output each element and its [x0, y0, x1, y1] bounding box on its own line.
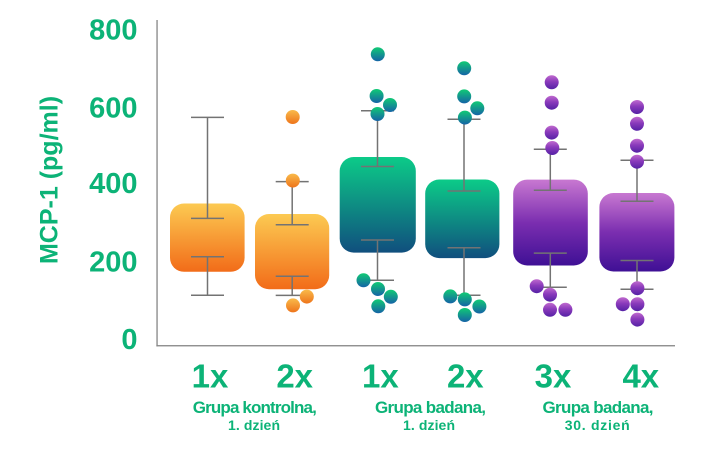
svg-text:30. dzień: 30. dzień [565, 417, 630, 433]
svg-text:Grupa kontrolna,: Grupa kontrolna, [193, 398, 317, 417]
svg-text:Grupa badana,: Grupa badana, [543, 398, 654, 417]
svg-text:0: 0 [121, 324, 137, 356]
svg-text:2x: 2x [276, 358, 313, 395]
svg-text:600: 600 [89, 93, 137, 125]
svg-text:MCP-1 (pg/ml): MCP-1 (pg/ml) [36, 96, 64, 264]
svg-text:1x: 1x [362, 358, 399, 395]
svg-text:800: 800 [89, 15, 137, 47]
svg-text:1. dzień: 1. dzień [403, 417, 455, 433]
svg-text:4x: 4x [622, 358, 659, 395]
svg-text:1. dzień: 1. dzień [228, 417, 280, 433]
svg-text:400: 400 [89, 168, 137, 200]
svg-text:Grupa badana,: Grupa badana, [375, 398, 486, 417]
svg-text:3x: 3x [535, 358, 572, 395]
svg-text:2x: 2x [447, 358, 484, 395]
svg-text:1x: 1x [192, 358, 229, 395]
svg-text:200: 200 [89, 247, 137, 279]
